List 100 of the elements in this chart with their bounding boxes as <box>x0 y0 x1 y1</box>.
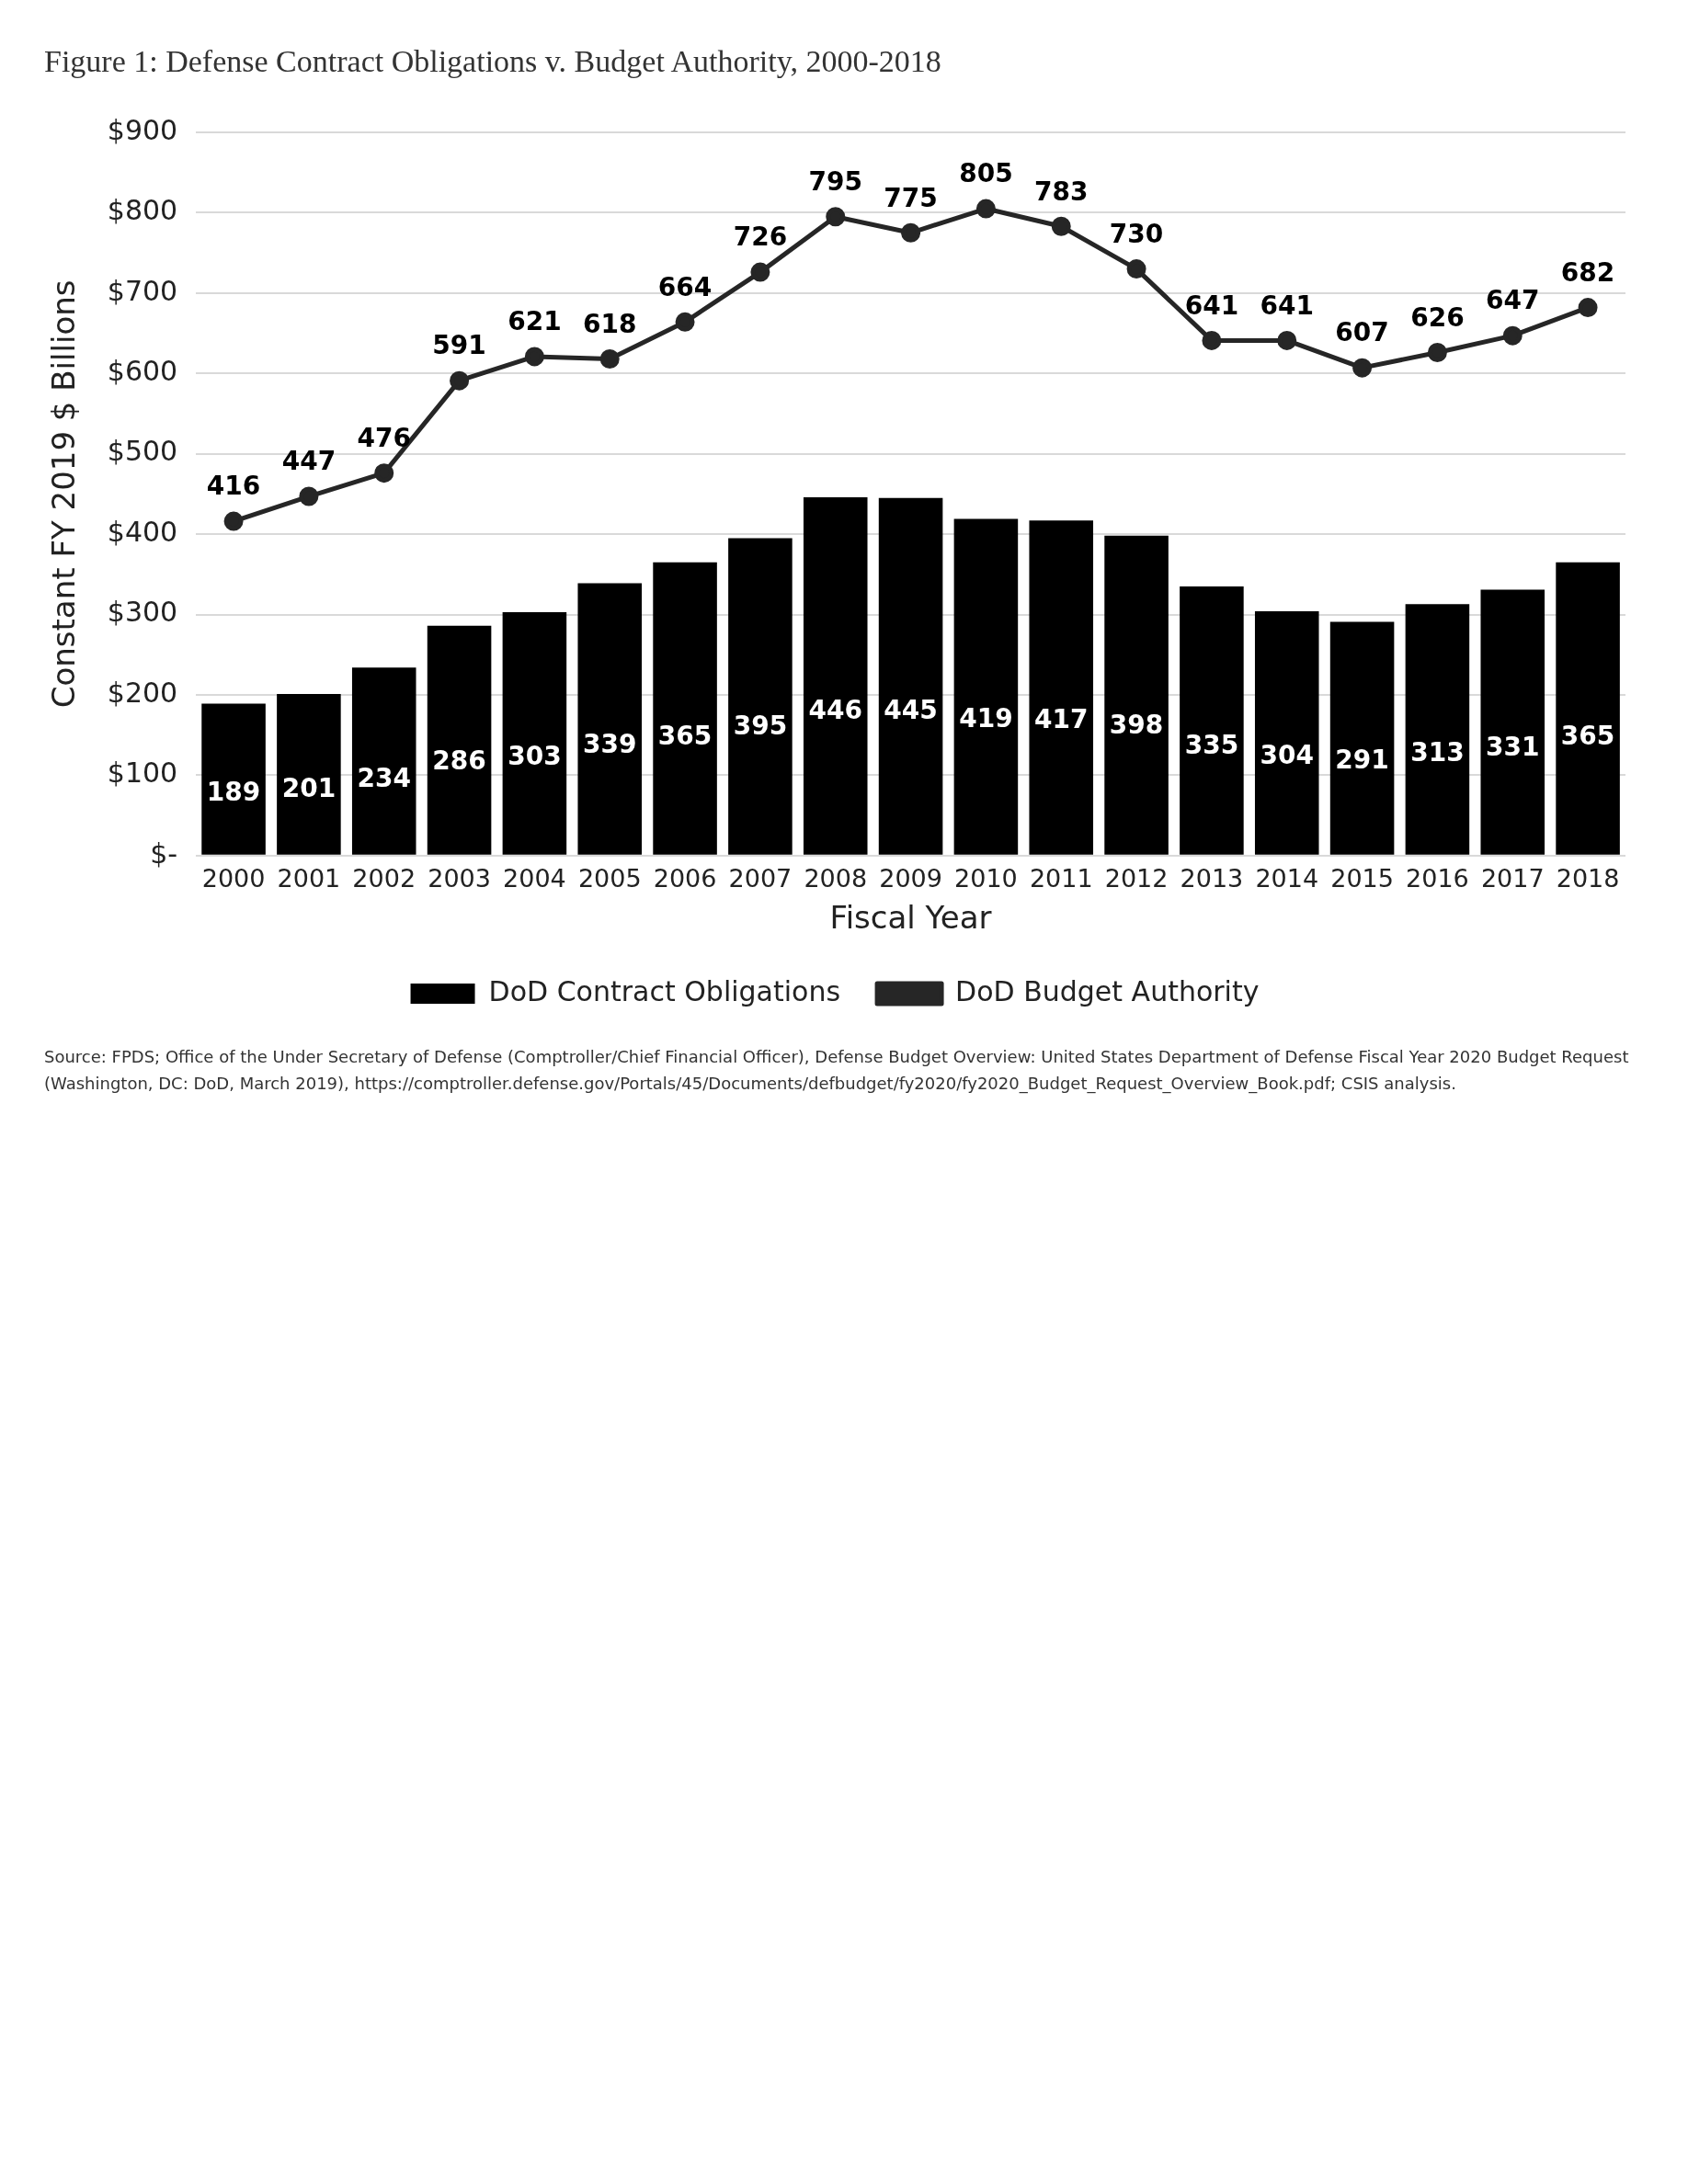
bar <box>201 703 266 855</box>
data-label: 234 <box>357 762 411 793</box>
x-tick-label: 2009 <box>879 864 942 893</box>
bar <box>502 611 567 855</box>
point <box>1202 330 1222 350</box>
data-label: 189 <box>206 777 261 808</box>
data-label: 682 <box>1560 256 1615 288</box>
y-tick-label: $700 <box>107 274 178 307</box>
bar <box>577 583 643 855</box>
data-label: 447 <box>281 446 336 477</box>
x-tick-label: 2004 <box>503 864 566 893</box>
data-label: 291 <box>1335 744 1389 775</box>
x-tick-label: 2007 <box>728 864 793 893</box>
point <box>675 312 695 332</box>
data-label: 395 <box>733 711 788 742</box>
data-label: 445 <box>884 694 938 725</box>
point <box>1051 216 1071 236</box>
bar <box>1029 520 1094 855</box>
chart-title: Figure 1: Defense Contract Obligations v. Budget Authority, 2000-2018 <box>44 44 942 79</box>
y-tick-label: $200 <box>107 676 178 709</box>
data-label: 641 <box>1260 290 1314 321</box>
point <box>826 207 846 227</box>
data-label: 664 <box>657 271 713 302</box>
point <box>1502 325 1523 346</box>
data-label: 618 <box>583 308 637 339</box>
data-label: 591 <box>432 330 486 361</box>
point <box>299 486 319 506</box>
x-tick-label: 2002 <box>352 864 416 893</box>
x-tick-label: 2015 <box>1330 864 1394 893</box>
point <box>374 463 394 483</box>
x-tick-label: 2017 <box>1480 864 1545 893</box>
bar <box>803 496 868 855</box>
x-tick-label: 2013 <box>1180 864 1244 893</box>
x-tick-label: 2011 <box>1029 864 1093 893</box>
data-label: 795 <box>808 166 862 198</box>
data-label: 416 <box>206 471 261 502</box>
data-label: 398 <box>1109 710 1164 741</box>
x-tick-label: 2005 <box>577 864 642 893</box>
data-label: 730 <box>1109 218 1164 249</box>
bar <box>1254 611 1319 855</box>
bar <box>653 562 717 855</box>
data-label: 476 <box>357 422 411 453</box>
data-label: 331 <box>1486 731 1540 762</box>
y-tick-label: $900 <box>107 113 178 146</box>
point <box>1352 358 1373 378</box>
y-tick-label: $400 <box>107 515 178 548</box>
bar <box>1180 586 1244 855</box>
point <box>901 222 921 243</box>
y-tick-label: $800 <box>107 194 178 227</box>
x-tick-label: 2016 <box>1406 864 1469 893</box>
data-label: 607 <box>1335 317 1389 348</box>
data-label: 621 <box>508 306 562 337</box>
point <box>1578 298 1598 318</box>
point <box>450 370 470 391</box>
data-label: 201 <box>281 773 336 804</box>
point <box>1427 343 1447 363</box>
bar <box>1480 589 1545 855</box>
data-label: 365 <box>657 720 713 751</box>
bar <box>351 667 416 855</box>
x-tick-label: 2001 <box>277 864 341 893</box>
y-tick-label: $600 <box>107 355 178 388</box>
data-label: 641 <box>1184 290 1239 321</box>
point <box>975 199 996 219</box>
y-tick-label: $100 <box>107 756 178 790</box>
data-label: 626 <box>1410 301 1465 333</box>
bar <box>953 518 1019 855</box>
data-label: 286 <box>432 745 486 777</box>
point <box>599 349 620 370</box>
x-tick-label: 2006 <box>653 864 717 893</box>
data-label: 419 <box>959 702 1013 734</box>
x-axis-title: Fiscal Year <box>829 899 992 937</box>
data-label: 446 <box>808 694 862 725</box>
legend-label: DoD Contract Obligations <box>488 974 841 1007</box>
x-tick-label: 2008 <box>804 864 868 893</box>
data-label: 783 <box>1034 176 1089 207</box>
bar <box>878 497 943 855</box>
y-tick-label: $- <box>150 836 178 870</box>
bar <box>277 694 341 855</box>
data-label: 805 <box>959 158 1013 189</box>
x-tick-label: 2018 <box>1556 864 1620 893</box>
bar <box>1556 562 1620 855</box>
point <box>223 511 244 531</box>
data-label: 304 <box>1260 740 1314 771</box>
point <box>1126 259 1146 279</box>
bar <box>427 625 492 855</box>
bar <box>1104 535 1169 855</box>
x-tick-label: 2003 <box>428 864 491 893</box>
y-axis-title: Constant FY 2019 $ Billions <box>45 279 83 709</box>
x-tick-label: 2012 <box>1104 864 1169 893</box>
bar <box>1329 621 1395 855</box>
data-label: 335 <box>1184 730 1239 761</box>
point <box>1277 330 1297 350</box>
data-label: 647 <box>1486 285 1540 316</box>
data-label: 726 <box>733 222 788 253</box>
y-tick-label: $500 <box>107 435 178 468</box>
x-tick-label: 2000 <box>201 864 266 893</box>
data-label: 775 <box>884 182 938 213</box>
x-tick-label: 2010 <box>954 864 1018 893</box>
bar <box>1405 604 1470 855</box>
data-label: 313 <box>1410 737 1465 768</box>
